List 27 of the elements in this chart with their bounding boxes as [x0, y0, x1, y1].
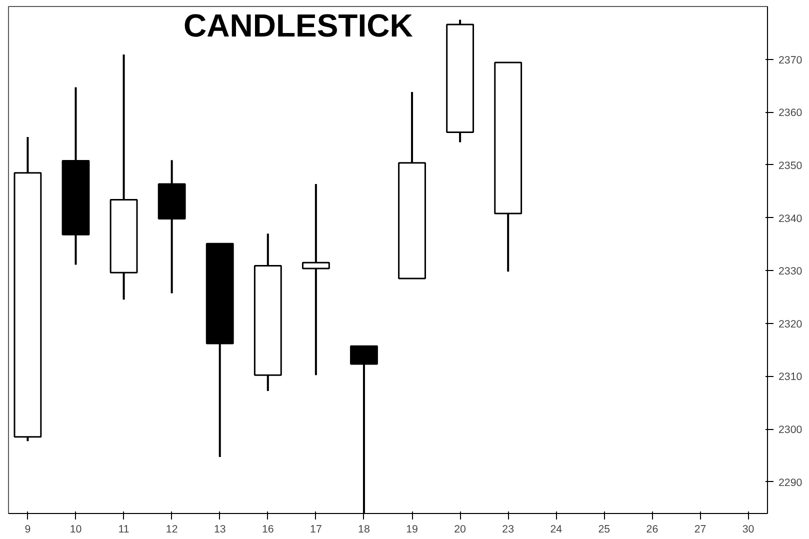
- x-tick-label: 12: [166, 524, 178, 536]
- chart-title: CANDLESTICK: [184, 8, 413, 44]
- x-tick-label: 16: [262, 524, 274, 536]
- x-tick-label: 23: [502, 524, 514, 536]
- x-tick-label: 24: [550, 524, 562, 536]
- x-tick-label: 20: [454, 524, 466, 536]
- x-tick-label: 30: [742, 524, 754, 536]
- y-tick-label: 2320: [778, 318, 802, 330]
- x-tick-label: 17: [310, 524, 322, 536]
- x-tick-label: 18: [358, 524, 370, 536]
- x-tick-label: 27: [694, 524, 706, 536]
- y-tick-label: 2290: [778, 476, 802, 489]
- x-tick-label: 26: [646, 524, 658, 536]
- y-tick-label: 2370: [778, 54, 802, 66]
- y-tick-label: 2340: [778, 212, 802, 225]
- x-tick-label: 9: [24, 524, 31, 536]
- x-tick-label: 10: [70, 524, 82, 536]
- y-tick-label: 2310: [778, 371, 802, 384]
- x-tick-label: 19: [406, 524, 418, 536]
- x-tick-label: 13: [214, 524, 226, 536]
- y-tick-label: 2360: [778, 107, 802, 120]
- x-tick-label: 11: [118, 524, 130, 536]
- candlestick: [302, 182, 330, 376]
- y-tick-label: 2300: [778, 424, 802, 436]
- x-tick-label: 25: [598, 524, 610, 536]
- y-tick-label: 2330: [778, 266, 802, 278]
- y-tick-label: 2350: [778, 160, 802, 172]
